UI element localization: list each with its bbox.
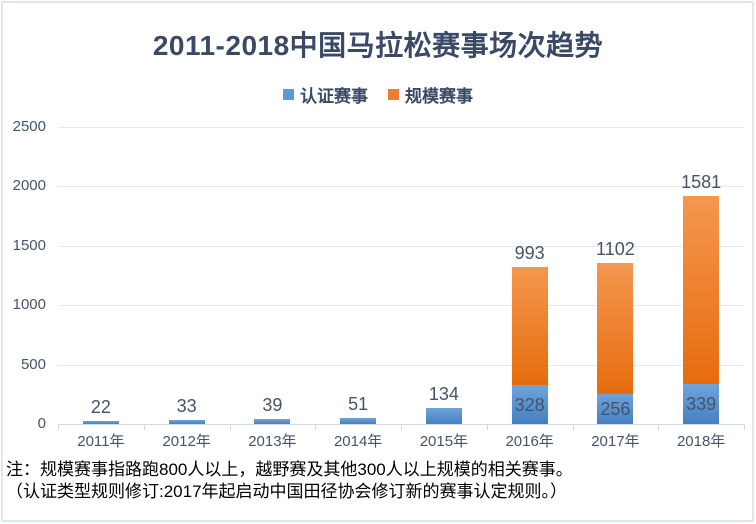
- x-axis-tick: [58, 424, 59, 430]
- data-label-certified: 33: [176, 396, 197, 417]
- x-axis-category-label: 2011年: [77, 433, 125, 450]
- legend-item: 规模赛事: [388, 82, 473, 107]
- data-label-certified: 339: [686, 393, 717, 414]
- data-label-certified: 39: [262, 395, 283, 416]
- x-axis-category-label: 2014年: [333, 433, 383, 450]
- bar-segment-certified: [511, 385, 548, 424]
- bar-segment-scale: [683, 195, 720, 384]
- x-axis-tick: [658, 424, 660, 430]
- x-axis-category-label: 2017年: [591, 433, 640, 450]
- data-label-certified: 134: [428, 384, 459, 405]
- bar-segment-scale: [597, 262, 634, 394]
- bar-segment-certified: [683, 383, 720, 424]
- legend-swatch: [388, 88, 399, 100]
- gridline: [58, 305, 744, 307]
- data-label-scale: 1581: [681, 171, 722, 192]
- x-axis-tick: [486, 424, 488, 430]
- legend-item: 认证赛事: [283, 82, 368, 107]
- x-axis-tick: [143, 424, 145, 430]
- x-axis-category-label: 2016年: [505, 433, 554, 450]
- bar-segment-certified: [340, 417, 377, 424]
- legend-label: 规模赛事: [405, 86, 473, 106]
- bar-segment-certified: [168, 420, 205, 424]
- gridline: [58, 186, 744, 188]
- x-axis-tick: [315, 424, 317, 430]
- y-axis-tick-label: 500: [20, 355, 46, 373]
- x-axis-category-label: 2012年: [162, 433, 211, 450]
- x-axis-category-label: 2015年: [419, 433, 469, 450]
- data-label-scale: 993: [514, 243, 545, 264]
- data-label-certified: 328: [514, 394, 545, 415]
- legend-label: 认证赛事: [300, 86, 368, 106]
- x-axis-category-label: 2018年: [676, 433, 726, 450]
- data-label-certified: 256: [600, 398, 631, 419]
- chart-title: 2011-2018中国马拉松赛事场次趋势: [152, 30, 604, 61]
- footnote-line-2: （认证类型规则修订:2017年起启动中国田径协会修订新的赛事认定规则。）: [6, 481, 568, 501]
- footnote: 注：规模赛事指路跑800人以上，越野赛及其他300人以上规模的相关赛事。 （认证…: [6, 459, 750, 502]
- data-label-scale: 1102: [596, 238, 635, 259]
- bar-segment-certified: [254, 419, 291, 424]
- gridline: [58, 245, 744, 247]
- bar-segment-certified: [82, 421, 119, 424]
- x-axis-tick: [572, 424, 574, 430]
- footnote-line-1: 注：规模赛事指路跑800人以上，越野赛及其他300人以上规模的相关赛事。: [6, 460, 573, 479]
- data-label-certified: 22: [90, 397, 111, 418]
- gridline: [58, 127, 744, 128]
- legend-swatch: [283, 88, 294, 100]
- x-axis-tick: [229, 424, 231, 430]
- x-axis-category-label: 2013年: [248, 433, 297, 450]
- bar-segment-scale: [511, 267, 548, 386]
- y-axis-tick-label: 1500: [12, 236, 46, 254]
- gridline: [58, 364, 744, 366]
- bar-segment-certified: [425, 408, 462, 424]
- y-axis-tick-label: 1000: [12, 296, 46, 314]
- bar-segment-certified: [597, 393, 634, 424]
- data-label-certified: 51: [348, 393, 369, 414]
- y-axis-tick-label: 2000: [12, 177, 46, 195]
- legend: 认证赛事 规模赛事: [0, 82, 756, 107]
- y-axis-tick-label: 0: [37, 415, 46, 432]
- y-axis-tick-label: 2500: [12, 118, 46, 135]
- x-axis-tick: [401, 424, 402, 430]
- x-axis-tick: [744, 424, 745, 430]
